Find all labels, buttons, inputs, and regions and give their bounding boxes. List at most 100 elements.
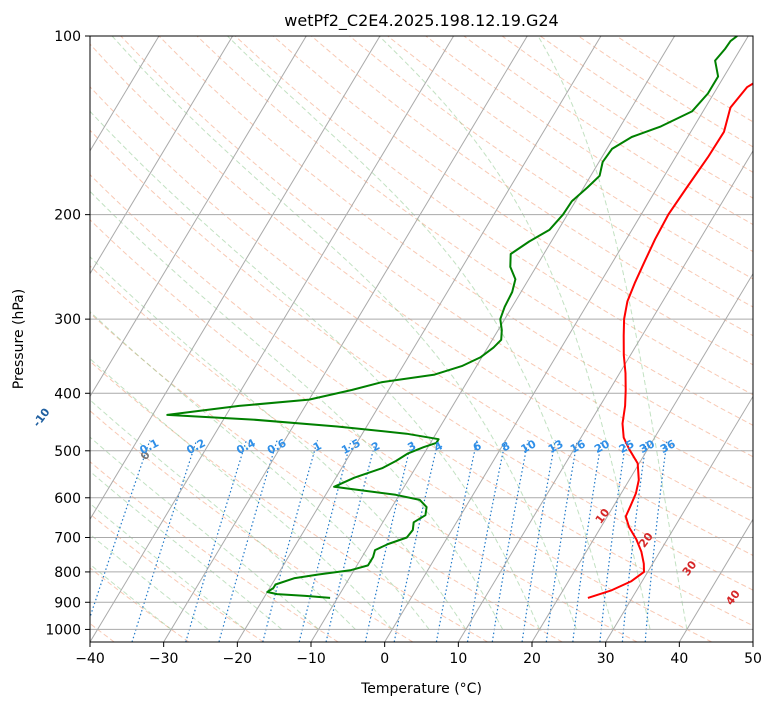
plot-frame [89, 35, 754, 643]
mixing-ratio-line [131, 440, 198, 642]
x-tick-label: 50 [744, 651, 762, 667]
isotherm [163, 36, 528, 642]
dry-adiabat [90, 86, 753, 557]
dry-adiabat-label: 40 [723, 587, 743, 607]
dry-adiabat [90, 265, 638, 642]
mixing-ratio-line [435, 440, 478, 642]
dry-adiabat [90, 173, 753, 627]
temperature-line [587, 82, 753, 599]
isotherm [384, 36, 749, 642]
dry-adiabat [90, 129, 753, 591]
chart-title: wetPf2_C2E4.2025.198.12.19.G24 [284, 11, 558, 31]
y-tick-label: 700 [54, 531, 81, 547]
isotherm [457, 149, 753, 642]
x-tick-label: 30 [597, 651, 615, 667]
x-tick-label: −20 [223, 651, 253, 667]
dry-adiabat-label: 30 [680, 558, 700, 578]
dry-adiabat [311, 36, 753, 337]
isotherm [236, 36, 602, 642]
mixing-ratio-label: 0.1 [138, 436, 161, 457]
y-tick-label: 400 [54, 386, 81, 402]
mixing-ratio-line [393, 440, 439, 642]
y-tick-label: 1000 [45, 622, 81, 638]
mixing-ratio-label: 25 [617, 437, 637, 456]
mixing-ratio-line [521, 440, 556, 642]
mixing-ratio-label: 30 [637, 437, 657, 456]
x-tick-label: 0 [380, 651, 389, 667]
dry-adiabat [272, 36, 753, 366]
mixing-ratio-line [545, 440, 578, 642]
mixing-ratio-line [466, 440, 506, 642]
dry-adiabat [90, 312, 563, 642]
moist-adiabat [378, 36, 651, 630]
moist-adiabat [111, 36, 577, 630]
isotherm [678, 518, 753, 642]
dry-adiabat [349, 36, 753, 308]
dry-adiabat [196, 36, 753, 426]
isotherm [605, 395, 753, 642]
background-lines [90, 36, 753, 642]
mixing-ratio-line [298, 440, 352, 642]
x-tick-label: 20 [523, 651, 541, 667]
mixing-ratio-line [364, 440, 413, 642]
isotherm [0, 36, 12, 642]
dry-adiabat-label: 10 [593, 506, 613, 526]
isotherm [310, 36, 676, 642]
mixing-ratio-line [644, 440, 668, 642]
dry-adiabat [158, 36, 753, 458]
isotherm [90, 36, 160, 152]
mixing-ratio-label: 16 [568, 437, 588, 456]
dry-adiabat [90, 360, 488, 642]
isotherm [90, 36, 234, 275]
mixing-ratio-label: 8 [499, 439, 512, 454]
moist-adiabat [90, 470, 283, 630]
mixing-ratio-line [262, 440, 319, 642]
moist-adiabat [90, 190, 504, 630]
mixing-ratio-label: 3 [405, 439, 418, 454]
mixing-ratio-label: 10 [519, 437, 539, 456]
mixing-ratio-label: 6 [471, 439, 484, 454]
y-tick-label: 500 [54, 444, 81, 460]
moist-adiabat [90, 358, 393, 630]
isotherm [90, 36, 381, 521]
dry-adiabat [90, 410, 414, 642]
moist-adiabat [90, 563, 172, 630]
moist-adiabat [90, 399, 356, 630]
isotherm [90, 36, 455, 642]
mixing-ratio-line [572, 440, 602, 642]
y-tick-label: 600 [54, 491, 81, 507]
dry-adiabat [90, 461, 339, 642]
y-tick-label: 300 [54, 312, 81, 328]
isotherm [752, 641, 753, 642]
dry-adiabat [120, 36, 753, 490]
mixing-ratio-label: 36 [658, 437, 678, 456]
x-tick-label: −30 [149, 651, 179, 667]
moist-adiabat [90, 533, 209, 630]
dry-adiabat [90, 567, 190, 642]
mixing-ratio-label: 4 [432, 439, 445, 454]
mixing-ratio-label: 13 [546, 437, 566, 456]
mixing-ratio-line [185, 440, 247, 642]
mixing-ratio-label: 0.2 [184, 436, 207, 457]
dry-adiabat [90, 513, 264, 642]
dry-adiabat [425, 36, 753, 253]
y-tick-label: 200 [54, 208, 81, 224]
moist-adiabat [537, 36, 688, 630]
mixing-ratio-line [599, 440, 627, 642]
dry-adiabat-label: -10 [30, 405, 53, 429]
mixing-ratio-label: 1 [311, 439, 324, 454]
mixing-ratio-label: 2 [369, 439, 382, 454]
mixing-ratio-line [90, 440, 151, 619]
y-tick-label: 100 [54, 29, 81, 45]
x-tick-label: −10 [296, 651, 326, 667]
profiles [166, 36, 753, 599]
y-axis: 100 200 300 400 500 600 700 800 900 1000 [45, 29, 90, 638]
x-axis-label: Temperature (°C) [360, 681, 482, 697]
x-axis: −40 −30 −20 −10 0 10 20 30 40 50 [75, 642, 762, 667]
mixing-ratio-label: 20 [592, 437, 612, 456]
x-tick-label: 40 [670, 651, 688, 667]
isotherm [531, 272, 753, 642]
y-tick-label: 900 [54, 595, 81, 611]
x-tick-label: −40 [75, 651, 105, 667]
